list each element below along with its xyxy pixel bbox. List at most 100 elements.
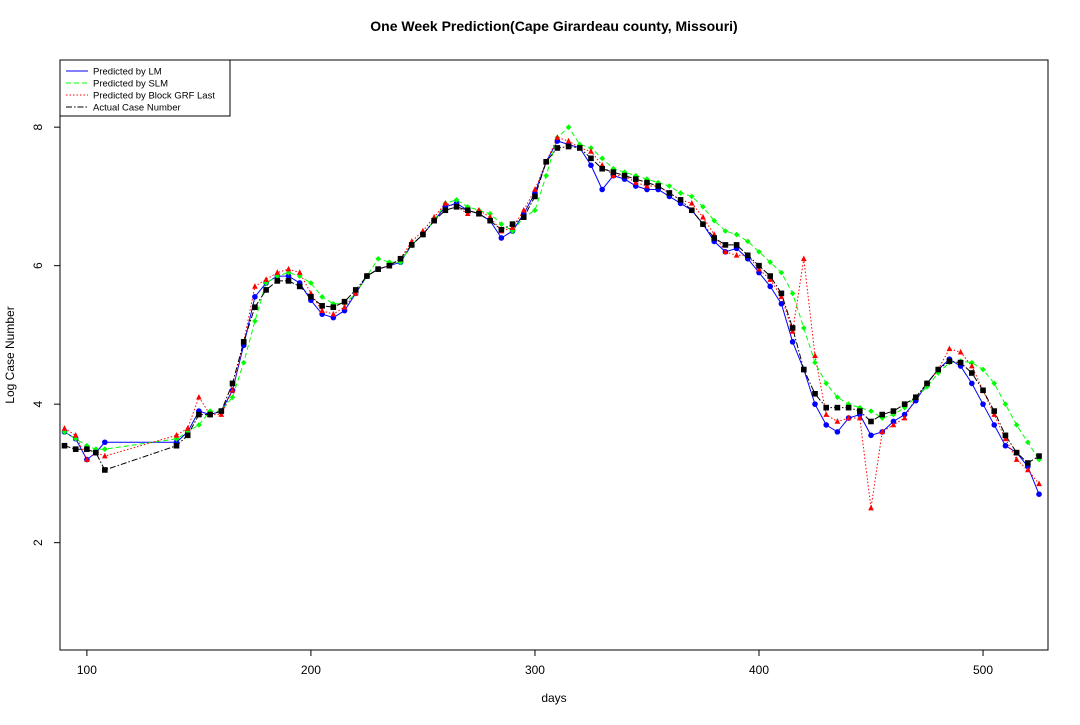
legend-label: Predicted by SLM [93,79,168,90]
legend-label: Predicted by LM [93,67,162,78]
point [464,210,471,217]
point [1036,480,1042,487]
point [72,446,79,452]
point [991,422,998,428]
point [688,200,695,206]
point [509,224,516,230]
point [722,248,729,255]
point [330,300,337,307]
point [655,183,661,189]
legend-label: Actual Case Number [93,103,181,114]
point [1036,453,1042,459]
point [386,262,393,269]
point [330,310,337,317]
point [397,255,404,262]
point [319,307,325,313]
point [588,155,594,162]
point [1036,491,1042,497]
point [812,401,818,407]
point [812,390,818,397]
point [733,242,740,248]
point [420,231,426,238]
point [487,217,493,224]
point [778,293,785,300]
point [733,231,740,238]
point [610,169,617,175]
point [352,287,359,293]
point [196,422,202,428]
point [498,235,505,241]
point [879,428,886,435]
point [778,269,785,276]
point [868,408,874,414]
point [1002,432,1009,439]
point [218,411,225,417]
point [722,228,729,234]
point [498,226,505,233]
point [240,339,247,345]
point [84,446,90,452]
point [801,325,807,331]
point [509,221,516,227]
point [319,294,325,300]
point [756,265,762,272]
point [946,345,953,352]
point [72,432,79,438]
plot-frame [59,59,1049,651]
point [621,172,628,179]
point [173,442,180,449]
point [308,280,314,286]
point [823,380,830,387]
point [655,179,661,186]
point [711,235,717,241]
point [1025,439,1031,446]
point [285,269,292,276]
point [102,467,108,473]
point [442,200,449,206]
x-tick-label: 200 [301,663,321,677]
point [1002,401,1009,407]
point [532,193,538,200]
point [700,204,706,210]
point [778,300,785,307]
point [744,238,751,245]
point [744,252,751,259]
point [812,352,818,358]
point [375,266,381,272]
point [890,418,897,425]
point [588,162,594,169]
point [901,414,908,421]
point [61,442,68,449]
point [599,165,605,172]
x-axis-label: days [541,691,566,705]
point [969,370,975,376]
point [576,145,583,151]
point [632,176,639,182]
point [599,186,605,193]
point [207,411,213,418]
point [296,283,303,290]
point [991,411,998,417]
point [554,145,561,151]
point [812,359,818,366]
point [520,214,527,220]
point [823,422,830,428]
point [644,179,650,186]
point [980,387,986,394]
point [789,328,796,334]
point [1013,449,1020,456]
point [173,432,180,438]
point [857,414,863,421]
point [565,137,572,144]
point [218,408,225,414]
point [308,294,314,300]
legend-label: Predicted by Block GRF Last [93,91,215,102]
point [801,366,807,373]
point [330,304,337,311]
point [991,408,998,414]
point [442,207,449,214]
point [1002,442,1009,449]
point [756,262,762,269]
point [610,172,617,178]
